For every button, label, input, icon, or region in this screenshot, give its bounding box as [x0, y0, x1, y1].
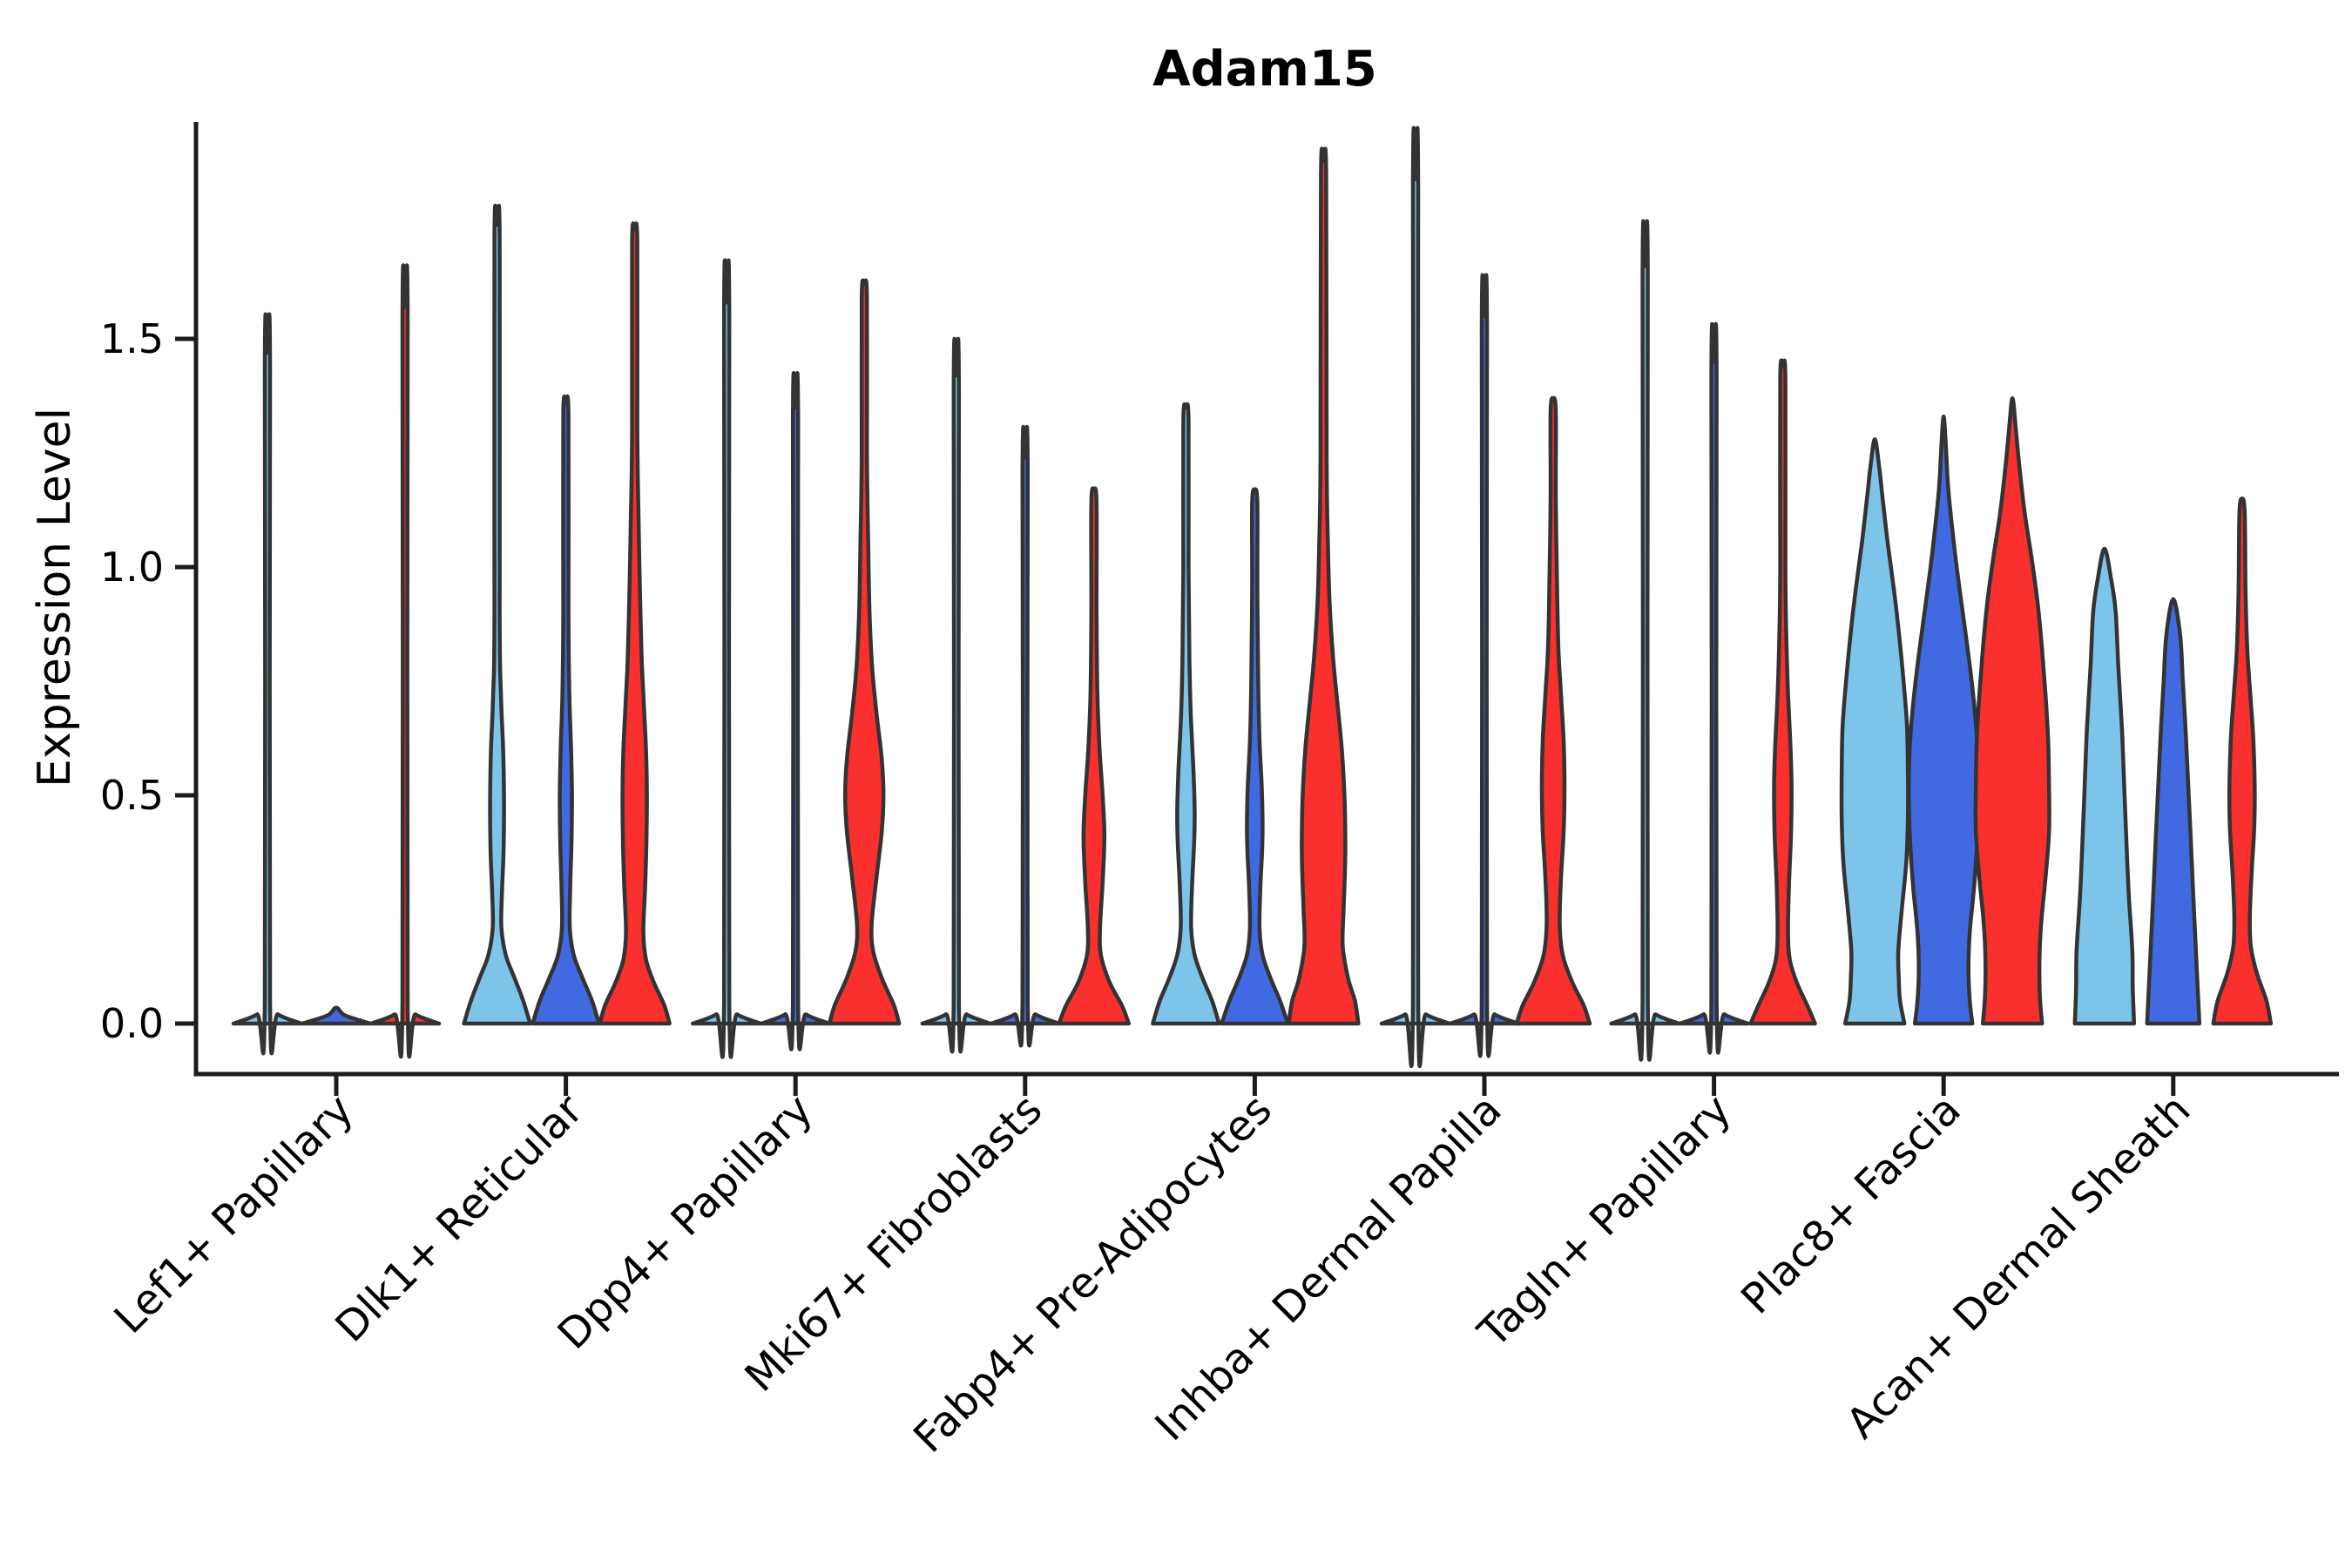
violin-lef1-papillary-series-0: [231, 312, 304, 1056]
violin-inhba-dermal-papilla-series-2: [1514, 395, 1592, 1026]
violin-dlk1-reticular-series-2: [598, 221, 672, 1026]
x-tick-label: Lef1+ Papillary: [105, 1085, 363, 1343]
violin-lef1-papillary-series-1: [300, 1005, 373, 1026]
y-axis-label: Expression Level: [29, 408, 81, 787]
violin-tagln-papillary-series-2: [1748, 358, 1817, 1026]
violins-group: [231, 125, 2274, 1069]
violin-tagln-papillary-series-0: [1609, 219, 1681, 1062]
y-ticks: 0.0 0.5 1.0 1.5: [100, 315, 196, 1047]
violin-inhba-dermal-papilla-series-0: [1379, 125, 1452, 1069]
violin-mki67-fibroblasts-series-2: [1057, 486, 1132, 1026]
y-tick-label: 0.5: [100, 772, 164, 819]
violin-dpp4-papillary-series-1: [759, 371, 832, 1051]
violin-acan-dermal-sheath-series-2: [2211, 497, 2274, 1026]
violin-acan-dermal-sheath-series-0: [2072, 546, 2137, 1026]
x-tick-label: Plac8+ Fascia: [1732, 1085, 1970, 1324]
x-tick-label: Tagln+ Papillary: [1469, 1085, 1740, 1357]
violin-inhba-dermal-papilla-series-1: [1448, 273, 1521, 1058]
violin-tagln-papillary-series-1: [1678, 321, 1750, 1055]
y-tick-label: 1.0: [100, 544, 164, 591]
violin-fabp4-pre-adipocytes-series-2: [1287, 146, 1361, 1026]
violin-mki67-fibroblasts-series-0: [920, 336, 993, 1054]
violin-dpp4-papillary-series-2: [827, 278, 902, 1026]
chart-title: Adam15: [1152, 41, 1377, 98]
violin-plac8-fascia-series-2: [1973, 395, 2051, 1026]
violin-fabp4-pre-adipocytes-series-0: [1151, 402, 1221, 1026]
violin-dpp4-papillary-series-0: [690, 258, 763, 1059]
x-tick-label: Dlk1+ Reticular: [326, 1085, 592, 1352]
x-tick-label: Dpp4+ Papillary: [549, 1085, 822, 1359]
violin-dlk1-reticular-series-1: [531, 394, 601, 1026]
violin-dlk1-reticular-series-0: [462, 203, 532, 1026]
violin-plac8-fascia-series-0: [1839, 437, 1910, 1026]
violin-plac8-fascia-series-1: [1906, 414, 1981, 1026]
violin-fabp4-pre-adipocytes-series-1: [1220, 487, 1290, 1026]
y-tick-label: 1.5: [100, 315, 164, 362]
violin-acan-dermal-sheath-series-1: [2145, 597, 2202, 1026]
y-tick-label: 0.0: [100, 1000, 164, 1047]
violin-lef1-papillary-series-2: [368, 263, 442, 1059]
violin-mki67-fibroblasts-series-1: [989, 424, 1062, 1048]
